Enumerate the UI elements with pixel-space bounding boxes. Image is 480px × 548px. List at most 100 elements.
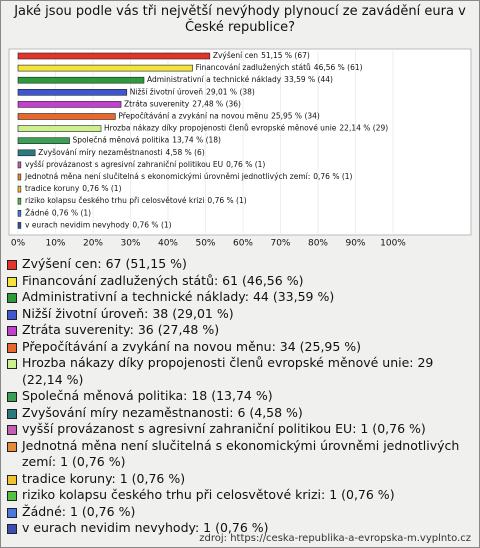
legend-item: v eurach nevidim nevyhody: 1 (0,76 %) xyxy=(7,520,473,537)
bar xyxy=(17,222,22,229)
bar xyxy=(17,64,193,72)
value-label: 25,95 % (34) xyxy=(271,112,320,121)
legend-label: Zvýšení cen: 67 (51,15 %) xyxy=(22,256,187,271)
x-tick-label: 60% xyxy=(233,239,253,249)
value-label: 29,01 % (38) xyxy=(206,87,255,96)
legend-item: Nižší životní úroveň: 38 (29,01 %) xyxy=(7,306,473,323)
legend-item: Administrativní a technické náklady: 44 … xyxy=(7,289,473,306)
legend-swatch xyxy=(7,392,17,402)
bar-label: v eurach nevidim nevyhody 0,76 % (1) xyxy=(25,220,172,229)
bar xyxy=(17,173,22,181)
legend-label: v eurach nevidim nevyhody: 1 (0,76 %) xyxy=(22,520,269,535)
bar xyxy=(17,210,22,217)
legend-item: Hrozba nákazy díky propojenosti členů ev… xyxy=(7,355,473,388)
category-label: Financování zadlužených států xyxy=(196,63,311,72)
bar xyxy=(17,137,70,144)
legend-label: Hrozba nákazy díky propojenosti členů ev… xyxy=(22,355,434,387)
category-label: Žádné xyxy=(25,208,49,217)
x-tick-label: 40% xyxy=(158,239,178,249)
bar xyxy=(17,113,116,120)
bar-label: Hrozba nákazy díky propojenosti členů ev… xyxy=(104,124,388,133)
legend-item: Ztráta suverenity: 36 (27,48 %) xyxy=(7,322,473,339)
legend-item: riziko kolapsu českého trhu při celosvět… xyxy=(7,487,473,504)
value-label: 4,58 % (6) xyxy=(166,148,205,157)
legend-swatch xyxy=(7,293,17,303)
bar-label: Financování zadlužených států 46,56 % (61… xyxy=(196,63,363,72)
bar xyxy=(17,101,122,108)
bar xyxy=(17,52,211,60)
legend-item: Financování zadlužených států: 61 (46,56… xyxy=(7,273,473,290)
legend-item: Jednotná měna není slučitelná s ekonomic… xyxy=(7,438,473,471)
value-label: 0,76 % (1) xyxy=(52,208,91,217)
legend-item: tradice koruny: 1 (0,76 %) xyxy=(7,471,473,488)
category-label: Zvýšení cen xyxy=(213,51,258,60)
legend: Zvýšení cen: 67 (51,15 %) Financování zad… xyxy=(7,256,473,537)
bar xyxy=(17,185,22,193)
value-label: 46,56 % (61) xyxy=(314,63,363,72)
bar-label: Zvýšení cen 51,15 % (67) xyxy=(213,51,310,60)
bar xyxy=(17,197,22,205)
category-label: tradice koruny xyxy=(25,184,80,193)
bar-label: Administrativní a technické náklady 33,59… xyxy=(147,75,333,84)
bar xyxy=(17,161,22,169)
x-tick-label: 10% xyxy=(45,239,65,249)
legend-item: Žádné: 1 (0,76 %) xyxy=(7,504,473,521)
legend-label: Přepočítávání a zvykání na novou měnu: 3… xyxy=(22,338,362,354)
legend-item: vyšší provázanost s agresivní zahraniční… xyxy=(7,421,473,438)
legend-label: tradice koruny: 1 (0,76 %) xyxy=(22,470,186,486)
category-label: Společná měnová politika xyxy=(73,136,170,145)
legend-label: Žádné: 1 (0,76 %) xyxy=(22,503,136,519)
bar xyxy=(17,149,36,157)
bar-label: Společná měnová politika 13,74 % (18) xyxy=(73,136,222,145)
category-label: riziko kolapsu českého trhu při celosvět… xyxy=(25,196,204,205)
bar-label: Přepočítávání a zvykání na novou měnu 25,… xyxy=(118,112,320,121)
x-tick-label: 80% xyxy=(308,239,328,249)
legend-swatch xyxy=(7,474,17,485)
chart-title: Jaké jsou podle vás tři největší nevýhod… xyxy=(14,4,466,35)
bar-label: riziko kolapsu českého trhu při celosvět… xyxy=(25,196,247,205)
category-label: Nižší životní úroveň xyxy=(130,87,204,96)
legend-label: Ztráta suverenity: 36 (27,48 %) xyxy=(22,322,220,337)
legend-item: Přepočítávání a zvykání na novou měnu: 3… xyxy=(7,339,473,356)
value-label: 0,76 % (1) xyxy=(82,184,121,193)
x-tick-label: 70% xyxy=(270,239,290,249)
legend-label: Administrativní a technické náklady: 44 … xyxy=(22,289,335,304)
legend-swatch xyxy=(7,507,17,518)
legend-swatch xyxy=(7,359,17,369)
category-label: Ztráta suverenity xyxy=(124,99,190,108)
legend-swatch xyxy=(7,441,17,452)
legend-swatch xyxy=(7,309,17,320)
value-label: 0,76 % (1) xyxy=(132,220,171,229)
value-label: 0,76 % (1) xyxy=(313,172,352,181)
category-label: Hrozba nákazy díky propojenosti členů ev… xyxy=(104,124,337,133)
bar-label: vyšší provázanost s agresivní zahraniční… xyxy=(25,160,265,169)
source: zdroj: https://ceska-republika-a-evropsk… xyxy=(199,533,471,544)
legend-label: riziko kolapsu českého trhu při celosvět… xyxy=(22,487,395,502)
legend-swatch xyxy=(7,342,17,353)
value-label: 51,15 % (67) xyxy=(261,51,310,60)
bar-label: Nižší životní úroveň 29,01 % (38) xyxy=(130,87,255,96)
legend-item: Zvýšení cen: 67 (51,15 %) xyxy=(7,256,473,273)
legend-swatch xyxy=(7,326,17,336)
legend-label: vyšší provázanost s agresivní zahraniční… xyxy=(22,421,426,436)
legend-item: Zvyšování míry nezaměstnanosti: 6 (4,58 … xyxy=(7,405,473,422)
bar-label: Zvyšování míry nezaměstnanosti 4,58 % (6) xyxy=(38,148,205,157)
value-label: 0,76 % (1) xyxy=(207,196,246,205)
bar xyxy=(17,76,145,84)
legend-swatch xyxy=(7,260,17,270)
legend-label: Jednotná měna není slučitelná s ekonomic… xyxy=(22,437,460,470)
legend-swatch xyxy=(7,276,17,287)
category-label: vyšší provázanost s agresivní zahraniční… xyxy=(25,160,223,169)
value-label: 0,76 % (1) xyxy=(226,160,265,169)
legend-item: Společná měnová politika: 18 (13,74 %) xyxy=(7,388,473,405)
legend-swatch xyxy=(7,408,17,419)
category-label: v eurach nevidim nevyhody xyxy=(25,220,130,229)
x-tick-label: 100% xyxy=(380,239,406,249)
bar xyxy=(17,125,102,132)
legend-label: Zvyšování míry nezaměstnanosti: 6 (4,58 … xyxy=(22,404,303,420)
category-label: Zvyšování míry nezaměstnanosti xyxy=(38,148,162,157)
x-tick-label: 20% xyxy=(83,239,103,249)
bar-label: tradice koruny 0,76 % (1) xyxy=(25,184,122,193)
x-tick-label: 50% xyxy=(195,239,215,249)
